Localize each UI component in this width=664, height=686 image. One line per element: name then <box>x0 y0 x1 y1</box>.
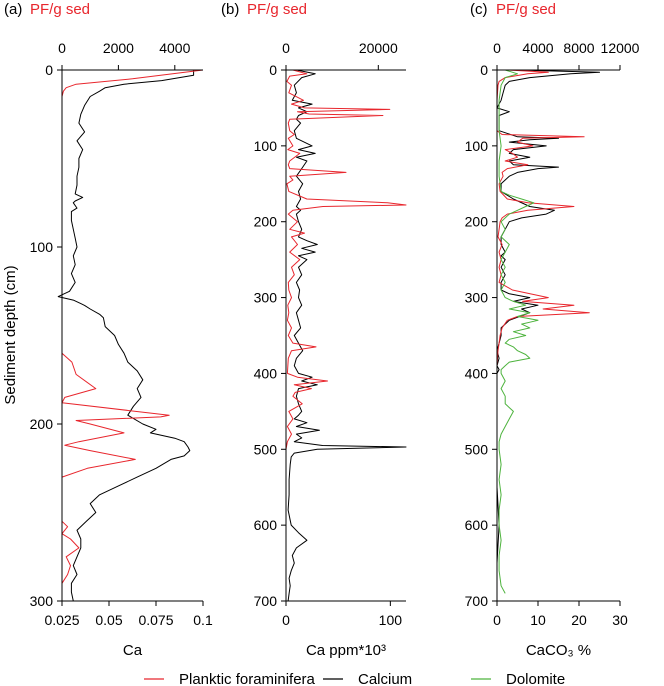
x-bottom-tick-label: 10 <box>530 612 546 628</box>
series-planktic-foraminifera-line <box>496 69 590 404</box>
x-bottom-tick-label: 0 <box>282 612 290 628</box>
x-bottom-tick-label: 20 <box>571 612 587 628</box>
y-tick-label: 200 <box>465 214 489 230</box>
y-tick-label: 600 <box>465 517 489 533</box>
x-top-tick-label: 0 <box>58 40 66 56</box>
x-top-tick-label: 0 <box>282 40 290 56</box>
series-calcium-line <box>496 69 600 601</box>
y-tick-label: 500 <box>465 441 489 457</box>
panel-label: (a) <box>4 1 22 18</box>
y-tick-label: 300 <box>254 290 278 306</box>
y-tick-label: 700 <box>465 593 489 609</box>
x-top-tick-label: 8000 <box>563 40 594 56</box>
y-axis-label: Sediment depth (cm) <box>2 265 19 404</box>
x-bottom-tick-label: 0.05 <box>95 612 122 628</box>
top-axis-title: PF/g sed <box>247 1 307 18</box>
x-axis-label: CaCO₃ % <box>526 642 591 659</box>
y-tick-label: 400 <box>465 365 489 381</box>
y-tick-label: 500 <box>254 441 278 457</box>
y-tick-label: 200 <box>30 416 54 432</box>
y-tick-label: 0 <box>45 62 53 78</box>
x-bottom-tick-label: 0.1 <box>193 612 213 628</box>
x-top-tick-label: 4000 <box>159 40 190 56</box>
x-top-tick-label: 2000 <box>103 40 134 56</box>
x-top-tick-label: 4000 <box>522 40 553 56</box>
y-tick-label: 0 <box>480 62 488 78</box>
legend-label: Dolomite <box>506 671 565 686</box>
panel-label: (b) <box>221 1 239 18</box>
panel-a: (a) PF/g sed 0 100 200 300 0.025 0.05 0.075 0.1 0 2… <box>4 1 213 659</box>
x-top-tick-label: 0 <box>493 40 501 56</box>
series-planktic-foraminifera-line <box>285 69 407 465</box>
x-top-tick-label: 20000 <box>359 40 398 56</box>
series-calcium-line <box>287 69 407 602</box>
x-bottom-tick-label: 0.025 <box>44 612 79 628</box>
x-top-tick-label: 12000 <box>601 40 640 56</box>
x-bottom-tick-label: 0.075 <box>138 612 173 628</box>
y-tick-label: 300 <box>465 290 489 306</box>
y-tick-label: 300 <box>30 593 54 609</box>
panel-label: (c) <box>470 1 488 18</box>
y-tick-label: 100 <box>30 239 54 255</box>
top-axis-title: PF/g sed <box>30 1 90 18</box>
x-bottom-tick-label: 100 <box>379 612 403 628</box>
y-tick-label: 200 <box>254 214 278 230</box>
x-bottom-tick-label: 0 <box>493 612 501 628</box>
series-calcium-line <box>57 70 195 602</box>
legend-label: Planktic foraminifera <box>179 671 316 686</box>
x-bottom-tick-label: 30 <box>612 612 628 628</box>
y-tick-label: 700 <box>254 593 278 609</box>
legend: Planktic foraminifera Calcium Dolomite <box>144 671 565 686</box>
top-axis-title: PF/g sed <box>496 1 556 18</box>
x-axis-label: Ca ppm*10³ <box>306 642 386 659</box>
y-tick-label: 0 <box>269 62 277 78</box>
y-tick-label: 600 <box>254 517 278 533</box>
y-tick-label: 400 <box>254 365 278 381</box>
series-dolomite-line <box>498 69 539 594</box>
legend-label: Calcium <box>358 671 412 686</box>
x-axis-label: Ca <box>123 642 143 659</box>
y-tick-label: 100 <box>254 138 278 154</box>
y-tick-label: 100 <box>465 138 489 154</box>
